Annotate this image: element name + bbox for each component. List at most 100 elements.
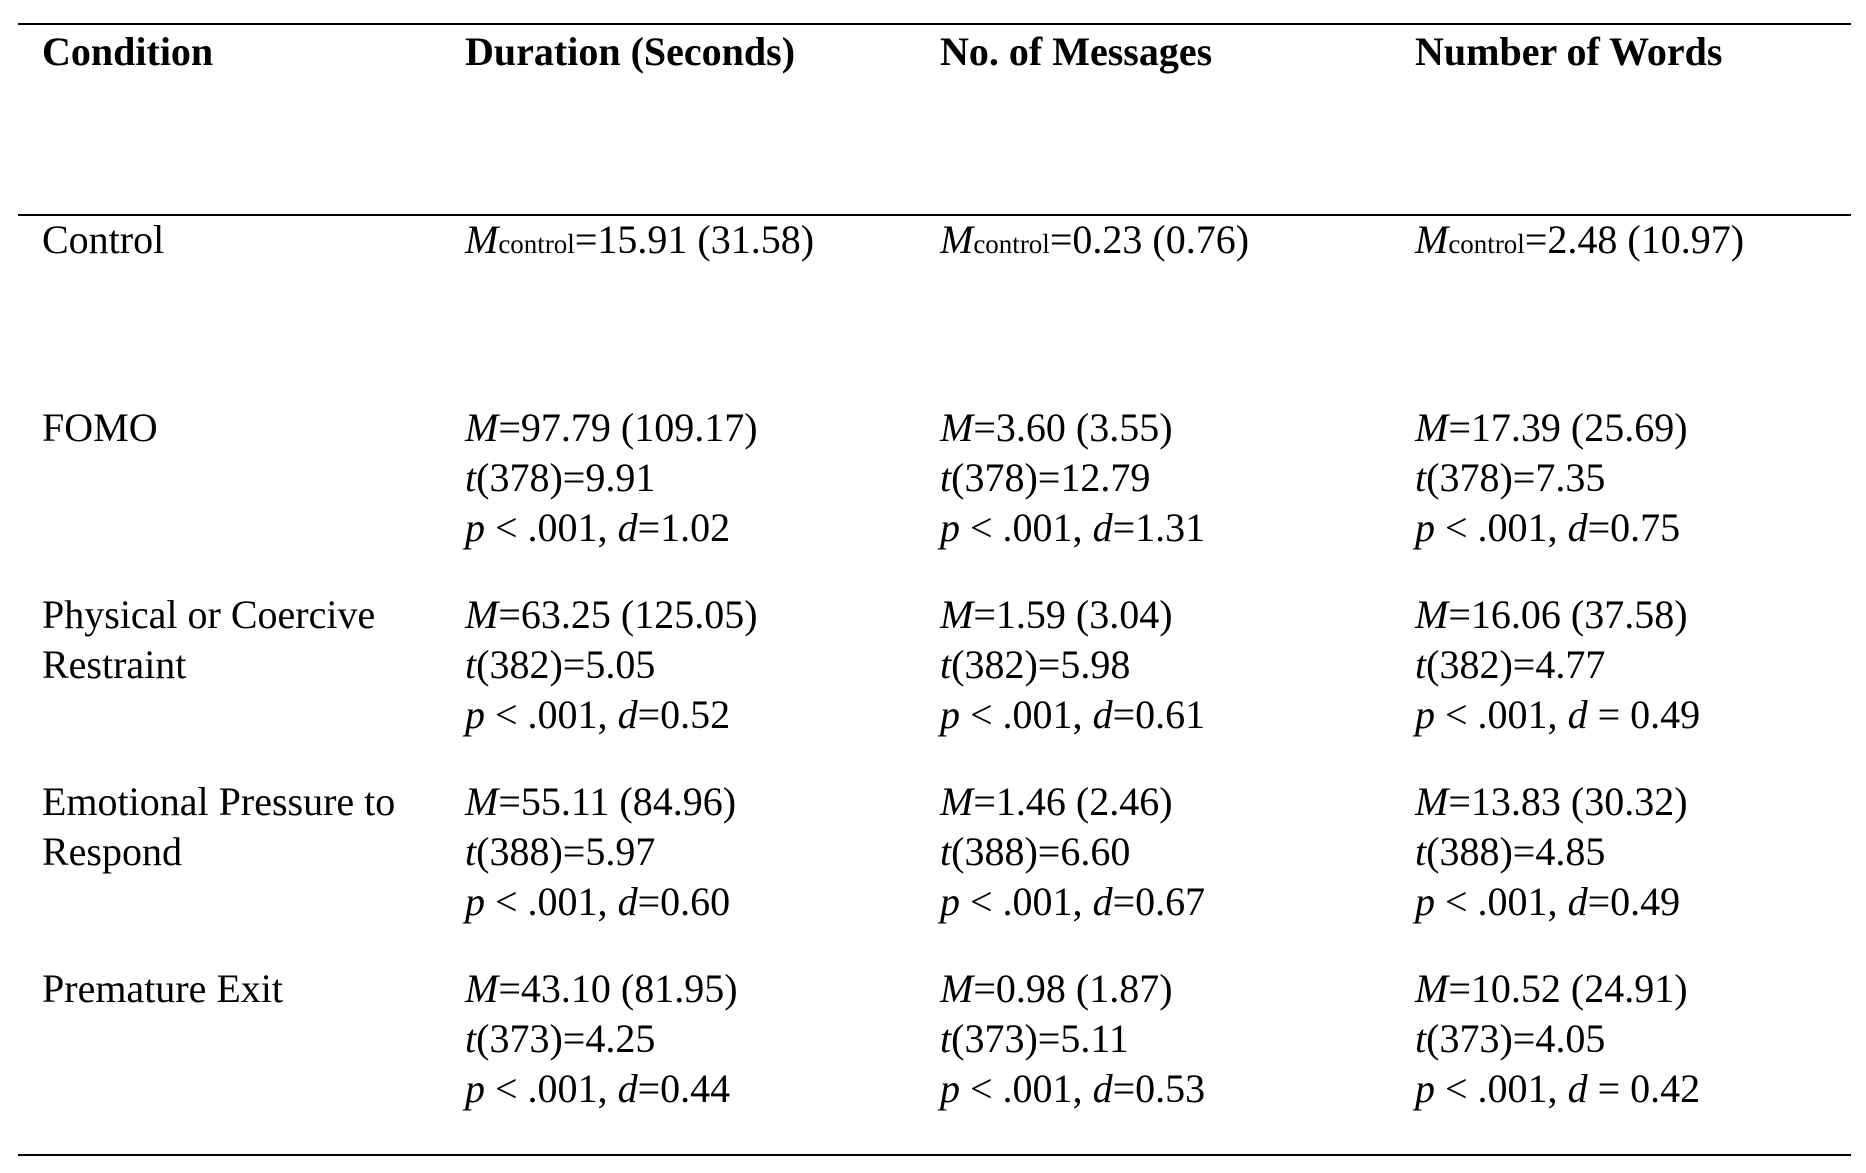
m-symbol: M [465, 592, 499, 637]
d-symbol: d [1567, 505, 1588, 550]
d-value: =1.31 [1112, 505, 1206, 550]
words-stat-cell: M=16.06 (37.58) t(382)=4.77 p < .001, d = … [1415, 590, 1700, 740]
mean-value: =55.11 (84.96) [498, 779, 737, 824]
condition-label: FOMO [42, 403, 158, 453]
p-d-line: p < .001, d=0.67 [940, 877, 1205, 927]
mean-line: M=1.59 (3.04) [940, 590, 1205, 640]
p-value: < .001, [960, 879, 1093, 924]
mean-line: M=43.10 (81.95) [465, 964, 738, 1014]
d-value: =0.75 [1587, 505, 1681, 550]
header-rule [18, 214, 1851, 216]
t-value: (378)=9.91 [476, 455, 656, 500]
t-symbol: t [1415, 455, 1427, 500]
d-value: = 0.42 [1587, 1066, 1701, 1111]
condition-label-line: Premature Exit [42, 966, 284, 1011]
messages-stat-cell: M=3.60 (3.55) t(378)=12.79 p < .001, d=1.3… [940, 403, 1205, 553]
t-value: (373)=5.11 [951, 1016, 1129, 1061]
p-d-line: p < .001, d = 0.49 [1415, 690, 1700, 740]
mean-line: M=3.60 (3.55) [940, 403, 1205, 453]
d-symbol: d [1092, 1066, 1113, 1111]
p-symbol: p [940, 505, 960, 550]
p-value: < .001, [960, 1066, 1093, 1111]
p-d-line: p < .001, d=1.31 [940, 503, 1205, 553]
p-value: < .001, [485, 505, 618, 550]
control-duration: Mcontrol=15.91 (31.58) [465, 215, 814, 269]
mean-value: =17.39 (25.69) [1448, 405, 1688, 450]
d-symbol: d [1567, 879, 1588, 924]
d-value: =0.49 [1587, 879, 1681, 924]
t-value: (382)=4.77 [1426, 642, 1606, 687]
p-d-line: p < .001, d=0.49 [1415, 877, 1688, 927]
p-symbol: p [940, 692, 960, 737]
p-symbol: p [1415, 692, 1435, 737]
m-symbol: M [1415, 779, 1449, 824]
duration-stat-cell: M=43.10 (81.95) t(373)=4.25 p < .001, d=0.… [465, 964, 738, 1114]
t-line: t(388)=5.97 [465, 827, 736, 877]
t-line: t(378)=7.35 [1415, 453, 1688, 503]
d-value: =0.67 [1112, 879, 1206, 924]
t-value: (382)=5.98 [951, 642, 1131, 687]
p-value: < .001, [485, 1066, 618, 1111]
m-symbol: M [940, 592, 974, 637]
p-d-line: p < .001, d=0.53 [940, 1064, 1205, 1114]
condition-label: Physical or Coercive Restraint [42, 590, 375, 690]
p-value: < .001, [960, 505, 1093, 550]
m-symbol: M [1415, 405, 1449, 450]
t-value: (388)=6.60 [951, 829, 1131, 874]
t-line: t(382)=4.77 [1415, 640, 1700, 690]
mean-value: =63.25 (125.05) [498, 592, 758, 637]
t-value: (373)=4.25 [476, 1016, 656, 1061]
header-words: Number of Words [1415, 29, 1723, 74]
d-symbol: d [1567, 1066, 1588, 1111]
mean-line: M=17.39 (25.69) [1415, 403, 1688, 453]
p-d-line: p < .001, d=0.60 [465, 877, 736, 927]
words-stat-cell: M=17.39 (25.69) t(378)=7.35 p < .001, d=0.… [1415, 403, 1688, 553]
t-symbol: t [465, 455, 477, 500]
p-d-line: p < .001, d=0.75 [1415, 503, 1688, 553]
t-line: t(382)=5.98 [940, 640, 1205, 690]
t-value: (373)=4.05 [1426, 1016, 1606, 1061]
m-symbol: M [465, 966, 499, 1011]
t-line: t(378)=9.91 [465, 453, 758, 503]
d-symbol: d [1567, 692, 1588, 737]
bottom-rule [18, 1154, 1851, 1156]
d-symbol: d [617, 692, 638, 737]
d-value: = 0.49 [1587, 692, 1701, 737]
t-symbol: t [465, 829, 477, 874]
mean-line: M=16.06 (37.58) [1415, 590, 1700, 640]
duration-stat-cell: M=55.11 (84.96) t(388)=5.97 p < .001, d=0.… [465, 777, 736, 927]
p-symbol: p [1415, 879, 1435, 924]
condition-label-line: FOMO [42, 405, 158, 450]
words-stat-cell: M=10.52 (24.91) t(373)=4.05 p < .001, d = … [1415, 964, 1700, 1114]
control-duration-value: =15.91 (31.58) [574, 217, 815, 262]
duration-stat-cell: M=63.25 (125.05) t(382)=5.05 p < .001, d=0… [465, 590, 758, 740]
mean-value: =10.52 (24.91) [1448, 966, 1688, 1011]
d-value: =0.53 [1112, 1066, 1206, 1111]
control-words-value: =2.48 (10.97) [1524, 217, 1745, 262]
p-value: < .001, [1435, 692, 1568, 737]
mean-line: M=10.52 (24.91) [1415, 964, 1700, 1014]
m-subscript: control [973, 229, 1050, 259]
d-value: =0.60 [637, 879, 731, 924]
t-symbol: t [940, 829, 952, 874]
t-symbol: t [940, 642, 952, 687]
mean-value: =0.98 (1.87) [973, 966, 1173, 1011]
p-value: < .001, [1435, 505, 1568, 550]
control-messages-value: =0.23 (0.76) [1049, 217, 1250, 262]
m-symbol: M [940, 405, 974, 450]
t-symbol: t [1415, 1016, 1427, 1061]
t-symbol: t [1415, 829, 1427, 874]
p-symbol: p [465, 1066, 485, 1111]
t-value: (378)=12.79 [951, 455, 1151, 500]
mean-line: M=55.11 (84.96) [465, 777, 736, 827]
d-symbol: d [1092, 505, 1113, 550]
m-symbol: M [465, 405, 499, 450]
mean-value: =13.83 (30.32) [1448, 779, 1688, 824]
p-d-line: p < .001, d=0.61 [940, 690, 1205, 740]
d-value: =0.61 [1112, 692, 1206, 737]
mean-line: M=13.83 (30.32) [1415, 777, 1688, 827]
p-symbol: p [1415, 1066, 1435, 1111]
condition-label: Premature Exit [42, 964, 283, 1014]
t-symbol: t [1415, 642, 1427, 687]
t-symbol: t [940, 455, 952, 500]
